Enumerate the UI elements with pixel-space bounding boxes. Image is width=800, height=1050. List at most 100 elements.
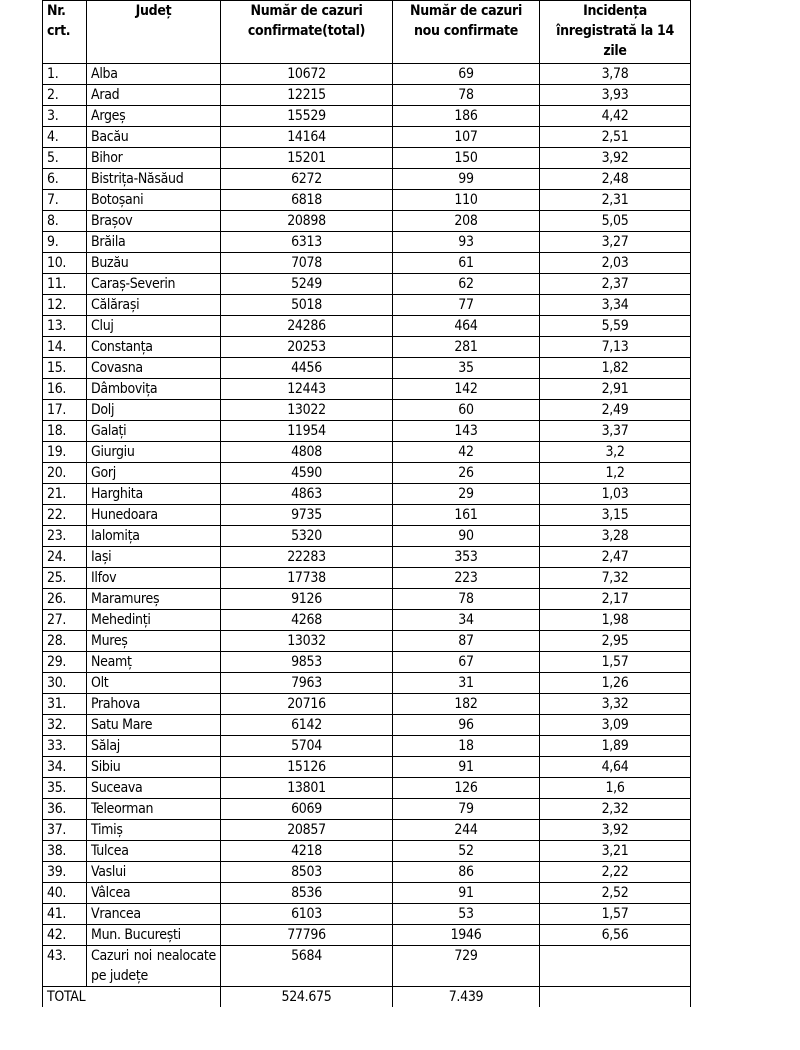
new-confirmed: 26 (392, 462, 540, 484)
incidence-14-days: 3,15 (539, 504, 691, 526)
incidence-14-days: 6,56 (539, 924, 691, 946)
header-county: Județ (86, 0, 221, 64)
county-name: Tulcea (86, 840, 221, 862)
total-confirmed: 14164 (220, 126, 393, 148)
new-confirmed: 52 (392, 840, 540, 862)
table-row: 2. Arad 12215 78 3,93 (42, 84, 691, 106)
county-name: Brașov (86, 210, 221, 232)
row-number: 38. (42, 840, 87, 862)
total-confirmed: 5684 (220, 945, 393, 987)
new-confirmed: 142 (392, 378, 540, 400)
table-row: 24. Iași 22283 353 2,47 (42, 546, 691, 568)
total-confirmed: 5018 (220, 294, 393, 316)
new-confirmed: 61 (392, 252, 540, 274)
row-number: 8. (42, 210, 87, 232)
incidence-14-days: 1,57 (539, 651, 691, 673)
row-number: 4. (42, 126, 87, 148)
new-confirmed: 208 (392, 210, 540, 232)
new-confirmed: 150 (392, 147, 540, 169)
incidence-14-days: 2,22 (539, 861, 691, 883)
total-confirmed: 15529 (220, 105, 393, 127)
table-row: 41. Vrancea 6103 53 1,57 (42, 903, 691, 925)
county-name: Sălaj (86, 735, 221, 757)
row-number: 7. (42, 189, 87, 211)
row-number: 25. (42, 567, 87, 589)
county-name: Arad (86, 84, 221, 106)
incidence-14-days: 3,37 (539, 420, 691, 442)
table-row: 26. Maramureș 9126 78 2,17 (42, 588, 691, 610)
county-name: Bihor (86, 147, 221, 169)
total-confirmed: 4863 (220, 483, 393, 505)
county-name: Mehedinți (86, 609, 221, 631)
row-number: 28. (42, 630, 87, 652)
incidence-14-days: 2,31 (539, 189, 691, 211)
total-confirmed: 13022 (220, 399, 393, 421)
row-number: 15. (42, 357, 87, 379)
incidence-14-days: 5,05 (539, 210, 691, 232)
incidence-14-days: 2,48 (539, 168, 691, 190)
table-row: 43. Cazuri noi nealocate pe județe 5684 729 (42, 945, 691, 987)
row-number: 6. (42, 168, 87, 190)
new-confirmed: 42 (392, 441, 540, 463)
incidence-14-days: 3,78 (539, 63, 691, 85)
new-confirmed: 161 (392, 504, 540, 526)
header-row: Nr. crt. Județ Număr de cazuri confirmat… (42, 0, 691, 64)
total-confirmed: 9126 (220, 588, 393, 610)
table-row: 14. Constanța 20253 281 7,13 (42, 336, 691, 358)
row-number: 16. (42, 378, 87, 400)
incidence-14-days: 1,57 (539, 903, 691, 925)
total-confirmed: 4268 (220, 609, 393, 631)
incidence-14-days: 3,2 (539, 441, 691, 463)
row-number: 39. (42, 861, 87, 883)
total-confirmed: 20898 (220, 210, 393, 232)
table-row: 29. Neamț 9853 67 1,57 (42, 651, 691, 673)
county-name: Satu Mare (86, 714, 221, 736)
table-row: 31. Prahova 20716 182 3,32 (42, 693, 691, 715)
table-row: 8. Brașov 20898 208 5,05 (42, 210, 691, 232)
new-confirmed: 34 (392, 609, 540, 631)
row-number: 35. (42, 777, 87, 799)
incidence-14-days: 2,49 (539, 399, 691, 421)
new-confirmed: 91 (392, 882, 540, 904)
table-row: 22. Hunedoara 9735 161 3,15 (42, 504, 691, 526)
incidence-14-days: 3,21 (539, 840, 691, 862)
incidence-14-days: 4,42 (539, 105, 691, 127)
new-confirmed: 1946 (392, 924, 540, 946)
new-confirmed: 18 (392, 735, 540, 757)
row-number: 17. (42, 399, 87, 421)
table-row: 34. Sibiu 15126 91 4,64 (42, 756, 691, 778)
incidence-14-days: 3,92 (539, 147, 691, 169)
new-confirmed: 87 (392, 630, 540, 652)
row-number: 10. (42, 252, 87, 274)
total-confirmed: 8536 (220, 882, 393, 904)
total-confirmed: 20716 (220, 693, 393, 715)
total-confirmed: 6142 (220, 714, 393, 736)
incidence-14-days: 1,82 (539, 357, 691, 379)
new-confirmed: 182 (392, 693, 540, 715)
row-number: 13. (42, 315, 87, 337)
table-row: 5. Bihor 15201 150 3,92 (42, 147, 691, 169)
covid-cases-table: Nr. crt. Județ Număr de cazuri confirmat… (42, 0, 691, 1007)
incidence-14-days: 1,89 (539, 735, 691, 757)
table-row: 42. Mun. București 77796 1946 6,56 (42, 924, 691, 946)
new-confirmed: 67 (392, 651, 540, 673)
table-row: 13. Cluj 24286 464 5,59 (42, 315, 691, 337)
new-confirmed: 86 (392, 861, 540, 883)
county-name: Teleorman (86, 798, 221, 820)
row-number: 36. (42, 798, 87, 820)
row-number: 14. (42, 336, 87, 358)
table-row: 27. Mehedinți 4268 34 1,98 (42, 609, 691, 631)
row-number: 3. (42, 105, 87, 127)
county-name: Dolj (86, 399, 221, 421)
table-row: 25. Ilfov 17738 223 7,32 (42, 567, 691, 589)
new-confirmed: 53 (392, 903, 540, 925)
row-number: 37. (42, 819, 87, 841)
incidence-14-days: 3,32 (539, 693, 691, 715)
total-confirmed: 5320 (220, 525, 393, 547)
table-row: 33. Sălaj 5704 18 1,89 (42, 735, 691, 757)
total-confirmed: 77796 (220, 924, 393, 946)
total-confirmed: 9853 (220, 651, 393, 673)
new-confirmed: 99 (392, 168, 540, 190)
total-confirmed: 5704 (220, 735, 393, 757)
total-confirmed: 4590 (220, 462, 393, 484)
